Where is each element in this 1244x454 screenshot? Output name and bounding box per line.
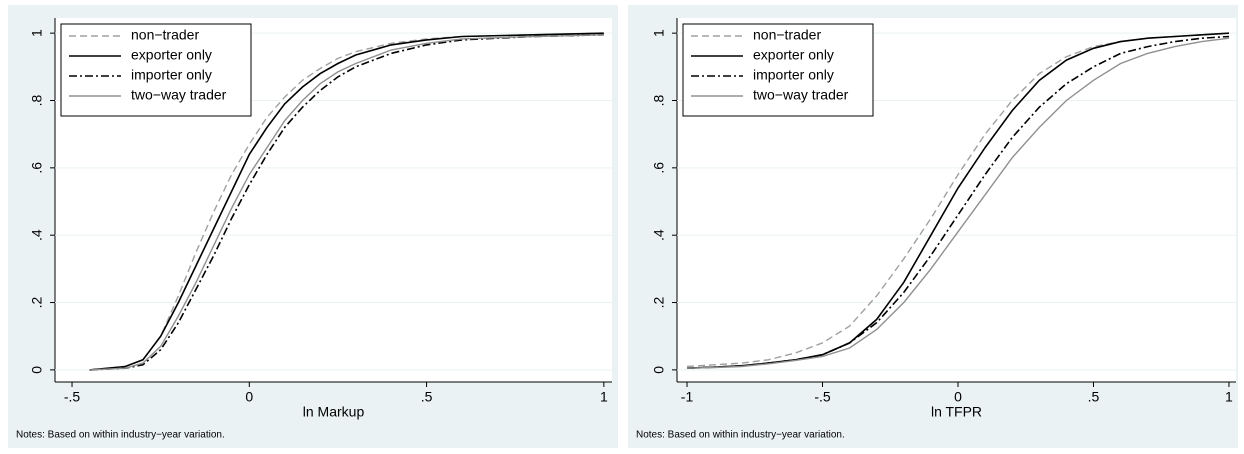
x-tick-label: 1 xyxy=(600,389,608,405)
legend-label: exporter only xyxy=(131,47,212,63)
y-tick-label: .8 xyxy=(651,94,667,106)
y-tick-label: 0 xyxy=(29,366,45,374)
series-line xyxy=(686,32,1230,368)
legend-label: exporter only xyxy=(753,47,834,63)
panel: 0 .2 .4 .6 .8 1 -.5 0 .5 1 ln Markup Notes: Based o… xyxy=(8,5,618,448)
panel: 0 .2 .4 .6 .8 1 -1 -.5 0 .5 1 ln TFPR Notes: Based o… xyxy=(628,5,1238,448)
series-line xyxy=(89,32,604,371)
x-tick-label: 0 xyxy=(245,389,253,405)
y-tick-label: .6 xyxy=(29,162,45,174)
legend-label: two−way trader xyxy=(131,87,227,103)
y-tick-label: .8 xyxy=(29,94,45,106)
series-line xyxy=(89,34,604,371)
legend-box xyxy=(682,23,874,117)
legend-label: non−trader xyxy=(753,27,821,43)
x-tick-label: .5 xyxy=(421,389,433,405)
legend-label: two−way trader xyxy=(753,87,849,103)
x-tick-label: -1 xyxy=(681,389,694,405)
legend-box xyxy=(60,23,252,117)
series-line xyxy=(89,34,604,371)
series-line xyxy=(686,37,1230,369)
legend-label: non−trader xyxy=(131,27,199,43)
y-tick-label: .6 xyxy=(651,162,667,174)
x-tick-label: 0 xyxy=(954,389,962,405)
y-tick-label: .4 xyxy=(29,229,45,241)
y-tick-label: 1 xyxy=(29,29,45,37)
x-tick-label: -.5 xyxy=(814,389,831,405)
y-tick-label: 0 xyxy=(651,366,667,374)
legend-label: importer only xyxy=(753,67,834,83)
x-axis-title: ln TFPR xyxy=(931,404,982,420)
y-tick-label: .2 xyxy=(651,296,667,308)
x-tick-label: 1 xyxy=(1225,389,1233,405)
y-tick-label: .2 xyxy=(29,296,45,308)
x-axis-title: ln Markup xyxy=(303,404,365,420)
legend-label: importer only xyxy=(131,67,212,83)
note: Notes: Based on within industry−year var… xyxy=(16,430,225,441)
x-tick-label: -.5 xyxy=(64,389,81,405)
y-tick-label: .4 xyxy=(651,229,667,241)
note: Notes: Based on within industry−year var… xyxy=(636,430,845,441)
x-tick-label: .5 xyxy=(1088,389,1100,405)
y-tick-label: 1 xyxy=(651,29,667,37)
